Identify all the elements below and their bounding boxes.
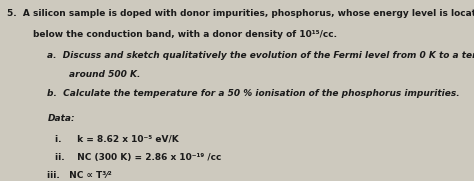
- Text: b.  Calculate the temperature for a 50 % ionisation of the phosphorus impurities: b. Calculate the temperature for a 50 % …: [47, 89, 460, 98]
- Text: iii.   NC ∝ T³⁄²: iii. NC ∝ T³⁄²: [47, 171, 112, 180]
- Text: i.     k = 8.62 x 10⁻⁵ eV/K: i. k = 8.62 x 10⁻⁵ eV/K: [55, 135, 178, 144]
- Text: around 500 K.: around 500 K.: [69, 70, 140, 79]
- Text: ii.    NC (300 K) = 2.86 x 10⁻¹⁹ /cc: ii. NC (300 K) = 2.86 x 10⁻¹⁹ /cc: [55, 153, 221, 162]
- Text: below the conduction band, with a donor density of 10¹⁵/cc.: below the conduction band, with a donor …: [33, 30, 337, 39]
- Text: Data:: Data:: [47, 114, 75, 123]
- Text: a.  Discuss and sketch qualitatively the evolution of the Fermi level from 0 K t: a. Discuss and sketch qualitatively the …: [47, 51, 474, 60]
- Text: 5.  A silicon sample is doped with donor impurities, phosphorus, whose energy le: 5. A silicon sample is doped with donor …: [7, 9, 474, 18]
